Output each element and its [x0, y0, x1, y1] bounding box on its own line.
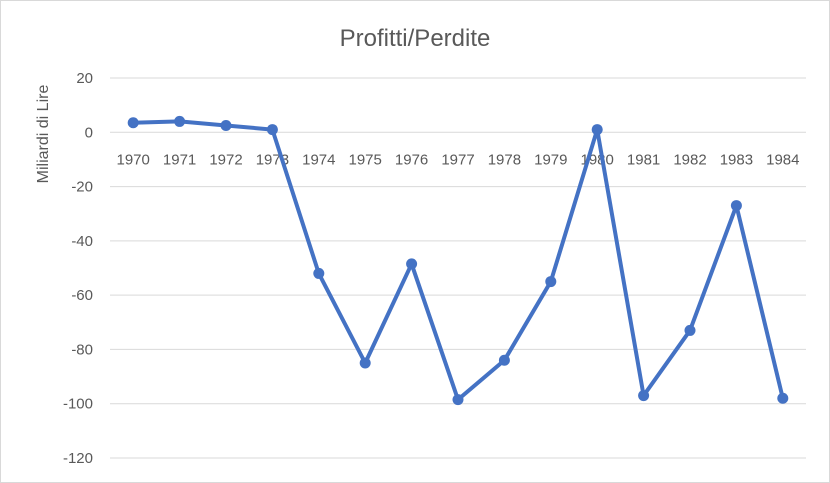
y-tick-label: -20	[71, 179, 93, 196]
y-tick-label: -60	[71, 287, 93, 304]
x-tick-label: 1978	[488, 151, 521, 168]
data-point-1975	[359, 357, 371, 369]
y-axis-ticks: 20 0 -20 -40 -60 -80 -100 -120	[63, 70, 93, 467]
data-point-1977	[452, 394, 464, 406]
y-tick-label: -100	[63, 396, 93, 413]
data-point-1971	[174, 115, 186, 127]
data-point-1974	[313, 267, 325, 279]
data-point-1970	[127, 117, 139, 129]
data-point-1972	[220, 120, 232, 131]
y-tick-label: 20	[76, 70, 93, 87]
y-tick-label: -120	[63, 450, 93, 467]
y-axis-label: Miliardi di Lire	[35, 85, 52, 184]
x-tick-label: 1970	[117, 151, 150, 168]
x-tick-label: 1975	[349, 151, 382, 168]
series	[127, 115, 789, 406]
x-tick-label: 1971	[163, 151, 196, 168]
data-point-1983	[730, 200, 742, 212]
data-point-1979	[545, 276, 557, 288]
x-tick-label: 1984	[766, 151, 799, 168]
x-tick-label: 1981	[627, 151, 660, 168]
data-point-1984	[777, 392, 789, 404]
data-point-1981	[638, 390, 650, 402]
data-point-1978	[498, 354, 510, 366]
y-tick-label: -80	[71, 341, 93, 358]
x-tick-label: 1974	[302, 151, 335, 168]
x-tick-label: 1977	[441, 151, 474, 168]
y-tick-label: -40	[71, 233, 93, 250]
x-tick-label: 1982	[673, 151, 706, 168]
x-tick-label: 1979	[534, 151, 567, 168]
data-point-1982	[684, 324, 696, 336]
chart-title: Profitti/Perdite	[340, 25, 491, 52]
data-point-1976	[406, 258, 418, 270]
data-point-1973	[266, 124, 278, 136]
y-tick-label: 0	[85, 124, 93, 141]
x-axis-ticks: 1970 1971 1972 1973 1974 1975 1976 1977 1978 1979…	[117, 151, 800, 168]
data-point-1980	[591, 124, 603, 136]
x-tick-label: 1972	[209, 151, 242, 168]
gridlines	[110, 77, 806, 459]
x-tick-label: 1976	[395, 151, 428, 168]
x-tick-label: 1983	[720, 151, 753, 168]
